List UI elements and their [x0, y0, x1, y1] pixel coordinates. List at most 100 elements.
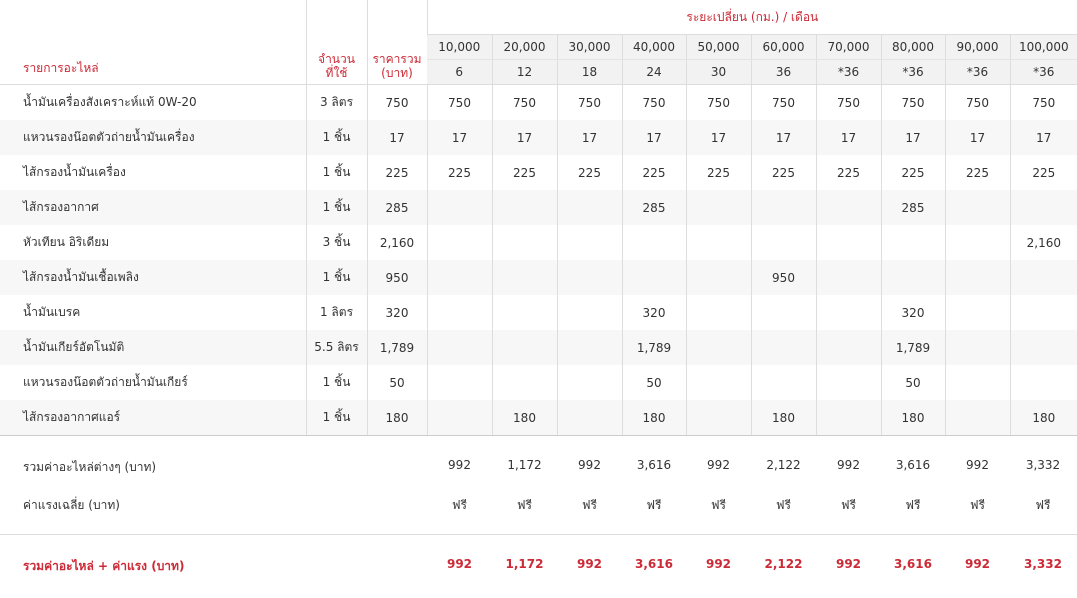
part-interval-value [750, 365, 816, 400]
part-price: 750 [366, 84, 427, 120]
part-price: 17 [366, 120, 427, 155]
parts-total-label: รวมค่าอะไหล่ต่างๆ (บาท) [23, 460, 157, 474]
part-interval-value [1009, 295, 1077, 330]
parts-total-value: 3,616 [895, 458, 931, 472]
part-interval-value [880, 260, 945, 295]
part-interval-value [1009, 330, 1077, 365]
km-header-9: 100,000 [1009, 34, 1077, 60]
part-name: แหวนรองน๊อตตัวถ่ายน้ำมันเครื่อง [0, 120, 306, 155]
part-interval-value: 1,789 [621, 330, 686, 365]
km-header-1: 20,000 [491, 34, 557, 60]
labor-value: ฟรี [452, 498, 467, 512]
part-interval-value: 17 [880, 120, 945, 155]
part-interval-value: 2,160 [1009, 225, 1077, 260]
part-interval-value: 750 [491, 84, 557, 120]
part-name: ไส้กรองอากาศ [0, 190, 306, 225]
part-interval-value: 180 [491, 400, 557, 436]
part-interval-value [685, 330, 751, 365]
month-header-5: 36 [750, 59, 816, 85]
part-interval-value: 225 [1009, 155, 1077, 190]
parts-total-value: 992 [837, 458, 860, 472]
part-interval-value [685, 190, 751, 225]
part-qty: 1 ชิ้น [305, 365, 367, 400]
part-name: แหวนรองน๊อตตัวถ่ายน้ำมันเกียร์ [0, 365, 306, 400]
part-qty: 1 ลิตร [305, 295, 367, 330]
part-interval-value: 225 [556, 155, 622, 190]
part-interval-value [491, 365, 557, 400]
table-row: ไส้กรองอากาศ 1 ชิ้น 285 285 285 [0, 190, 1077, 225]
part-name: ไส้กรองน้ำมันเครื่อง [0, 155, 306, 190]
km-header-6: 70,000 [815, 34, 881, 60]
table-row: ไส้กรองน้ำมันเชื้อเพลิง 1 ชิ้น 950 950 [0, 260, 1077, 295]
part-interval-value: 750 [944, 84, 1010, 120]
part-interval-value [815, 365, 881, 400]
part-interval-value [556, 190, 622, 225]
grand-total-value: 3,616 [894, 557, 932, 571]
km-header-4: 50,000 [685, 34, 751, 60]
part-price: 320 [366, 295, 427, 330]
table-row: ไส้กรองน้ำมันเครื่อง 1 ชิ้น 225 225 225 225 22… [0, 155, 1077, 190]
qty-header: จำนวน ที่ใช้ [305, 0, 367, 85]
part-name: หัวเทียน อิริเดียม [0, 225, 306, 260]
grand-total-value: 992 [835, 557, 862, 571]
grand-total-value: 992 [705, 557, 732, 571]
part-interval-value [944, 400, 1010, 436]
part-interval-value [426, 365, 492, 400]
part-interval-value [944, 190, 1010, 225]
part-interval-value [1009, 365, 1077, 400]
parts-total-value: 2,122 [766, 458, 801, 472]
labor-value: ฟรี [905, 498, 921, 512]
grand-total-value: 992 [964, 557, 991, 571]
parts-total-value: 992 [966, 458, 989, 472]
part-price: 180 [366, 400, 427, 436]
part-price: 50 [366, 365, 427, 400]
part-interval-value: 50 [880, 365, 945, 400]
part-price: 1,789 [366, 330, 427, 365]
part-interval-value [1009, 260, 1077, 295]
part-interval-value: 285 [621, 190, 686, 225]
part-name: น้ำมันเบรค [0, 295, 306, 330]
part-qty: 1 ชิ้น [305, 120, 367, 155]
part-interval-value: 750 [556, 84, 622, 120]
parts-total-value: 3,616 [636, 458, 672, 472]
part-interval-value [944, 295, 1010, 330]
part-price: 2,160 [366, 225, 427, 260]
part-interval-value: 750 [621, 84, 686, 120]
grand-total-value: 992 [446, 557, 473, 571]
part-interval-value [556, 260, 622, 295]
part-interval-value [426, 260, 492, 295]
km-header-5: 60,000 [750, 34, 816, 60]
part-interval-value [815, 225, 881, 260]
part-interval-value: 180 [1009, 400, 1077, 436]
part-interval-value [491, 330, 557, 365]
grand-total-value: 2,122 [764, 557, 803, 571]
part-interval-value [750, 225, 816, 260]
part-name: น้ำมันเกียร์อัตโนมัติ [0, 330, 306, 365]
part-interval-value [685, 365, 751, 400]
part-interval-value: 17 [491, 120, 557, 155]
part-interval-value: 17 [685, 120, 751, 155]
km-header-7: 80,000 [880, 34, 945, 60]
part-interval-value [491, 260, 557, 295]
part-interval-value [750, 295, 816, 330]
part-interval-value [685, 225, 751, 260]
month-header-7: *36 [880, 59, 945, 85]
part-interval-value: 285 [880, 190, 945, 225]
part-interval-value: 17 [944, 120, 1010, 155]
labor-value: ฟรี [517, 498, 532, 512]
km-header-3: 40,000 [621, 34, 686, 60]
part-interval-value [1009, 190, 1077, 225]
part-interval-value [556, 295, 622, 330]
part-interval-value [556, 330, 622, 365]
month-header-0: 6 [427, 59, 492, 85]
part-interval-value: 750 [426, 84, 492, 120]
grand-total-value: 3,332 [1024, 557, 1062, 571]
month-header-2: 18 [556, 59, 622, 85]
grand-total-value: 1,172 [505, 557, 544, 571]
table-row: แหวนรองน๊อตตัวถ่ายน้ำมันเครื่อง 1 ชิ้น 17 1… [0, 120, 1077, 155]
table-row: น้ำมันเบรค 1 ลิตร 320 320 320 [0, 295, 1077, 330]
grand-total-value: 3,616 [635, 557, 673, 571]
part-interval-value [750, 190, 816, 225]
part-qty: 1 ชิ้น [305, 155, 367, 190]
part-interval-value [556, 400, 622, 436]
